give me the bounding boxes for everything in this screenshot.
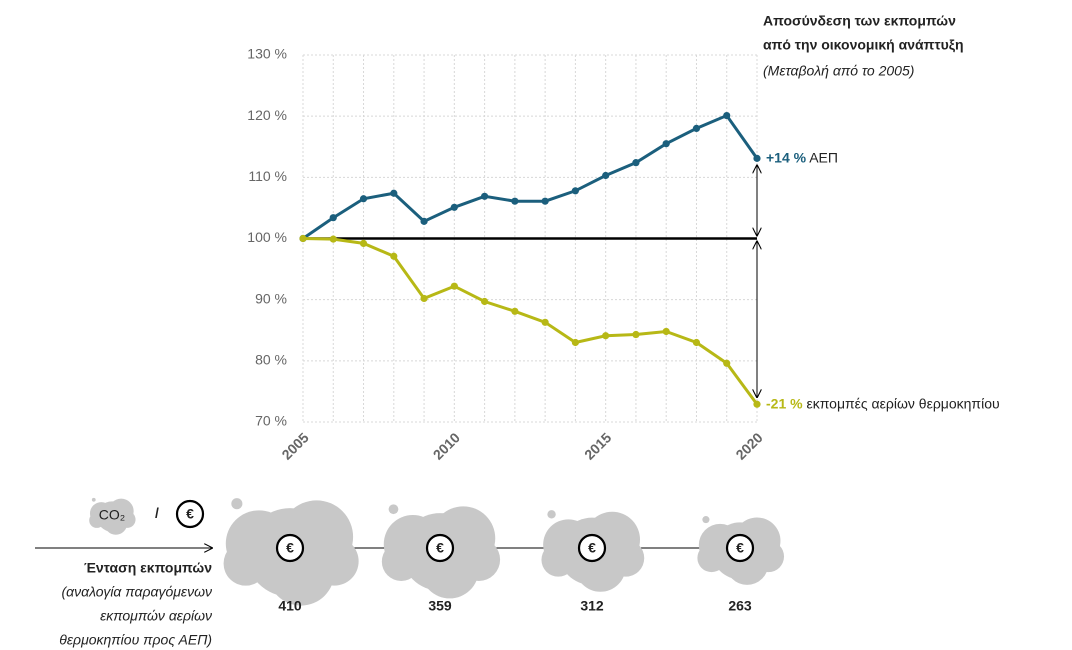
cloud-puff	[702, 516, 710, 524]
point	[723, 111, 731, 120]
cloud	[223, 500, 359, 606]
point	[692, 338, 701, 347]
co2-label: CO₂	[99, 507, 125, 523]
chart-subtitle: (Μεταβολή από το 2005)	[763, 63, 914, 79]
point	[481, 192, 489, 200]
cloud-puff	[547, 510, 556, 519]
point	[481, 297, 489, 306]
y-tick-label: 90 %	[255, 290, 287, 306]
cloud	[89, 498, 136, 535]
change-label: -21 %	[766, 395, 803, 411]
point	[571, 338, 580, 347]
intensity-title: Ένταση εκπομπών	[84, 560, 212, 576]
euro-symbol: €	[588, 540, 596, 556]
cloud-puff	[388, 504, 399, 515]
point	[511, 197, 519, 205]
divider: /	[155, 505, 159, 521]
euro-icon	[275, 533, 305, 563]
series-line	[302, 237, 759, 406]
point	[390, 252, 398, 260]
euro-symbol: €	[436, 540, 444, 556]
y-tick-label: 110 %	[248, 168, 287, 184]
value-label: 410	[278, 598, 302, 614]
point	[359, 239, 368, 247]
point	[662, 140, 670, 148]
y-tick-label: 130 %	[247, 46, 287, 62]
series-name: εκπομπές αερίων θερμοκηπίου	[806, 395, 999, 411]
cloud-puff	[231, 498, 243, 510]
point	[632, 159, 640, 167]
series-name: ΑΕΠ	[809, 149, 838, 165]
series-line	[302, 113, 759, 240]
cloud-puff	[91, 497, 96, 502]
point	[753, 400, 761, 408]
point	[299, 234, 307, 243]
point	[359, 195, 368, 203]
point	[632, 330, 640, 339]
point	[541, 197, 549, 205]
point	[329, 214, 337, 222]
x-tick-label: 2020	[732, 429, 765, 462]
euro-icon	[577, 533, 607, 563]
point	[511, 307, 519, 315]
point	[602, 332, 610, 340]
intensity-subtitle: θερμοκηπίου προς ΑΕΠ)	[59, 632, 212, 648]
value-label: 359	[428, 598, 452, 614]
point	[450, 203, 458, 211]
x-tick-label: 2010	[430, 429, 463, 462]
y-tick-label: 80 %	[255, 352, 287, 368]
euro-symbol: €	[186, 506, 194, 522]
end-label: -21 % εκπομπές αερίων θερμοκηπίου	[766, 395, 1000, 411]
euro-icon	[175, 499, 205, 529]
point	[420, 294, 428, 303]
point	[662, 327, 670, 336]
point	[602, 171, 610, 180]
value-label: 312	[580, 598, 604, 614]
intensity-subtitle: εκπομπών αερίων	[100, 608, 212, 624]
point	[541, 318, 549, 326]
euro-icon	[725, 533, 755, 563]
intensity-subtitle: (αναλογία παραγόμενων	[61, 584, 212, 600]
point	[390, 189, 398, 197]
y-tick-label: 100 %	[247, 229, 287, 245]
point	[692, 124, 701, 132]
y-tick-label: 70 %	[255, 413, 287, 429]
x-tick-label: 2015	[581, 429, 614, 462]
euro-symbol: €	[286, 540, 294, 556]
end-label: +14 % ΑΕΠ	[766, 149, 838, 165]
x-tick-label: 2005	[278, 429, 311, 462]
point	[329, 235, 337, 243]
euro-icon	[425, 533, 455, 563]
value-label: 263	[728, 598, 752, 614]
point	[571, 187, 580, 195]
chart-title: από την οικονομική ανάπτυξη	[763, 37, 964, 53]
euro-symbol: €	[736, 540, 744, 556]
change-label: +14 %	[766, 149, 807, 165]
point	[723, 359, 731, 367]
point	[450, 282, 458, 290]
y-tick-label: 120 %	[247, 107, 287, 123]
point	[753, 154, 761, 162]
chart-title: Αποσύνδεση των εκπομπών	[763, 13, 956, 29]
point	[420, 217, 428, 225]
